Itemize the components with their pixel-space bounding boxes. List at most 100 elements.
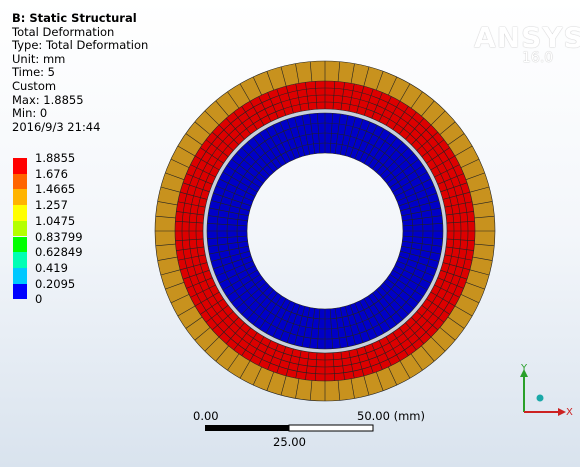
triad-x-head [558, 408, 566, 416]
mesh-edge [472, 201, 493, 206]
mesh-edge [227, 91, 240, 109]
mesh-edge [388, 366, 398, 386]
mesh-edge [309, 61, 313, 82]
mesh-edge [410, 353, 423, 371]
mesh [154, 60, 496, 402]
triad-y-label: Y [521, 363, 528, 374]
legend-level: 1.676 [35, 166, 68, 181]
info: Max: 1.8855 [12, 92, 84, 107]
legend-swatch [13, 189, 27, 206]
legend-level: 0 [35, 292, 43, 307]
mesh-edge [155, 243, 176, 247]
mesh-ring [246, 152, 404, 310]
info: Unit: mm [12, 51, 66, 66]
mesh-edge [165, 172, 185, 180]
mesh-edge [185, 316, 203, 329]
mesh-ring [202, 108, 448, 354]
mesh-edge [447, 316, 465, 329]
mesh-edge [399, 360, 411, 379]
logo: ANSYS [474, 21, 580, 54]
mesh-edge [280, 375, 287, 396]
legend-swatch [13, 236, 27, 253]
info: Custom [12, 78, 57, 93]
mesh-ring [188, 94, 462, 368]
mesh-ring [154, 60, 496, 402]
mesh-edge [454, 305, 473, 317]
mesh-edge [160, 269, 181, 276]
mesh-edge [439, 327, 456, 341]
info: 2016/9/3 21:44 [12, 119, 101, 134]
mesh-edge [474, 243, 495, 247]
triad-y-head [520, 369, 528, 377]
mesh-edge [363, 66, 370, 87]
mesh-edge [252, 76, 262, 96]
header: B: Static Structural Total Deformation T… [12, 11, 149, 134]
legend-swatch [13, 158, 27, 174]
mesh-edge [465, 172, 485, 180]
mesh-edge [474, 215, 495, 219]
info: Total Deformation [12, 24, 115, 39]
mesh-ring [206, 112, 444, 350]
mesh-edge [350, 378, 355, 399]
mesh-edge [430, 110, 446, 126]
mesh-ring [236, 142, 414, 320]
legend-swatch [13, 220, 27, 237]
mesh-ring [195, 101, 455, 361]
mesh-edge [465, 282, 485, 290]
scale-black [205, 425, 289, 431]
mesh-edge [469, 186, 490, 193]
mesh-edge [157, 256, 178, 261]
legend-level: 0.2095 [35, 276, 76, 291]
mesh-edge [469, 269, 490, 276]
legend-level: 0.83799 [35, 229, 83, 244]
mesh-edge [421, 345, 435, 362]
mesh-edge [266, 371, 274, 391]
mesh-edge [454, 145, 473, 157]
mesh-edge [376, 371, 384, 391]
mesh-edge [295, 378, 300, 399]
mesh-edge [309, 380, 313, 401]
mesh-edge [460, 294, 480, 304]
mesh-edge [295, 63, 300, 84]
scale-end: 50.00 (mm) [357, 409, 425, 423]
mesh-ring [181, 87, 469, 375]
mesh-edge [388, 76, 398, 96]
mesh-edge [170, 294, 190, 304]
mesh-edge [460, 158, 480, 168]
mesh-edge [337, 61, 341, 82]
mesh-edge [337, 380, 341, 401]
title: B: Static Structural [12, 11, 137, 25]
mesh-edge [350, 63, 355, 84]
gap [203, 109, 447, 353]
mesh-edge [239, 83, 251, 102]
mesh-edge [204, 336, 220, 352]
mesh-edge [215, 345, 229, 362]
legend-swatch [13, 173, 27, 190]
info: Min: 0 [12, 106, 48, 121]
mesh-edge [439, 121, 456, 135]
mesh-ring [174, 80, 476, 382]
mesh-edge [447, 133, 465, 146]
mesh-edge [160, 186, 181, 193]
legend-level: 1.257 [35, 198, 68, 213]
mesh-edge [252, 366, 262, 386]
legend-level: 1.4665 [35, 182, 76, 197]
mesh-edge [155, 215, 176, 219]
info: Time: 5 [12, 65, 55, 80]
mesh-edge [185, 133, 203, 146]
legend-level: 0.419 [35, 260, 68, 275]
mesh-edge [363, 375, 370, 396]
info: Type: Total Deformation [12, 38, 149, 53]
mesh-edge [177, 145, 196, 157]
mesh-edge [170, 158, 190, 168]
legend-level: 0.62849 [35, 245, 83, 260]
legend-swatch [13, 283, 27, 300]
mesh-edge [280, 66, 287, 87]
mesh-edge [165, 282, 185, 290]
mesh-edge [472, 256, 493, 261]
mesh-edge [430, 336, 446, 352]
legend-level: 1.8855 [35, 151, 76, 165]
mesh-edge [194, 121, 211, 135]
